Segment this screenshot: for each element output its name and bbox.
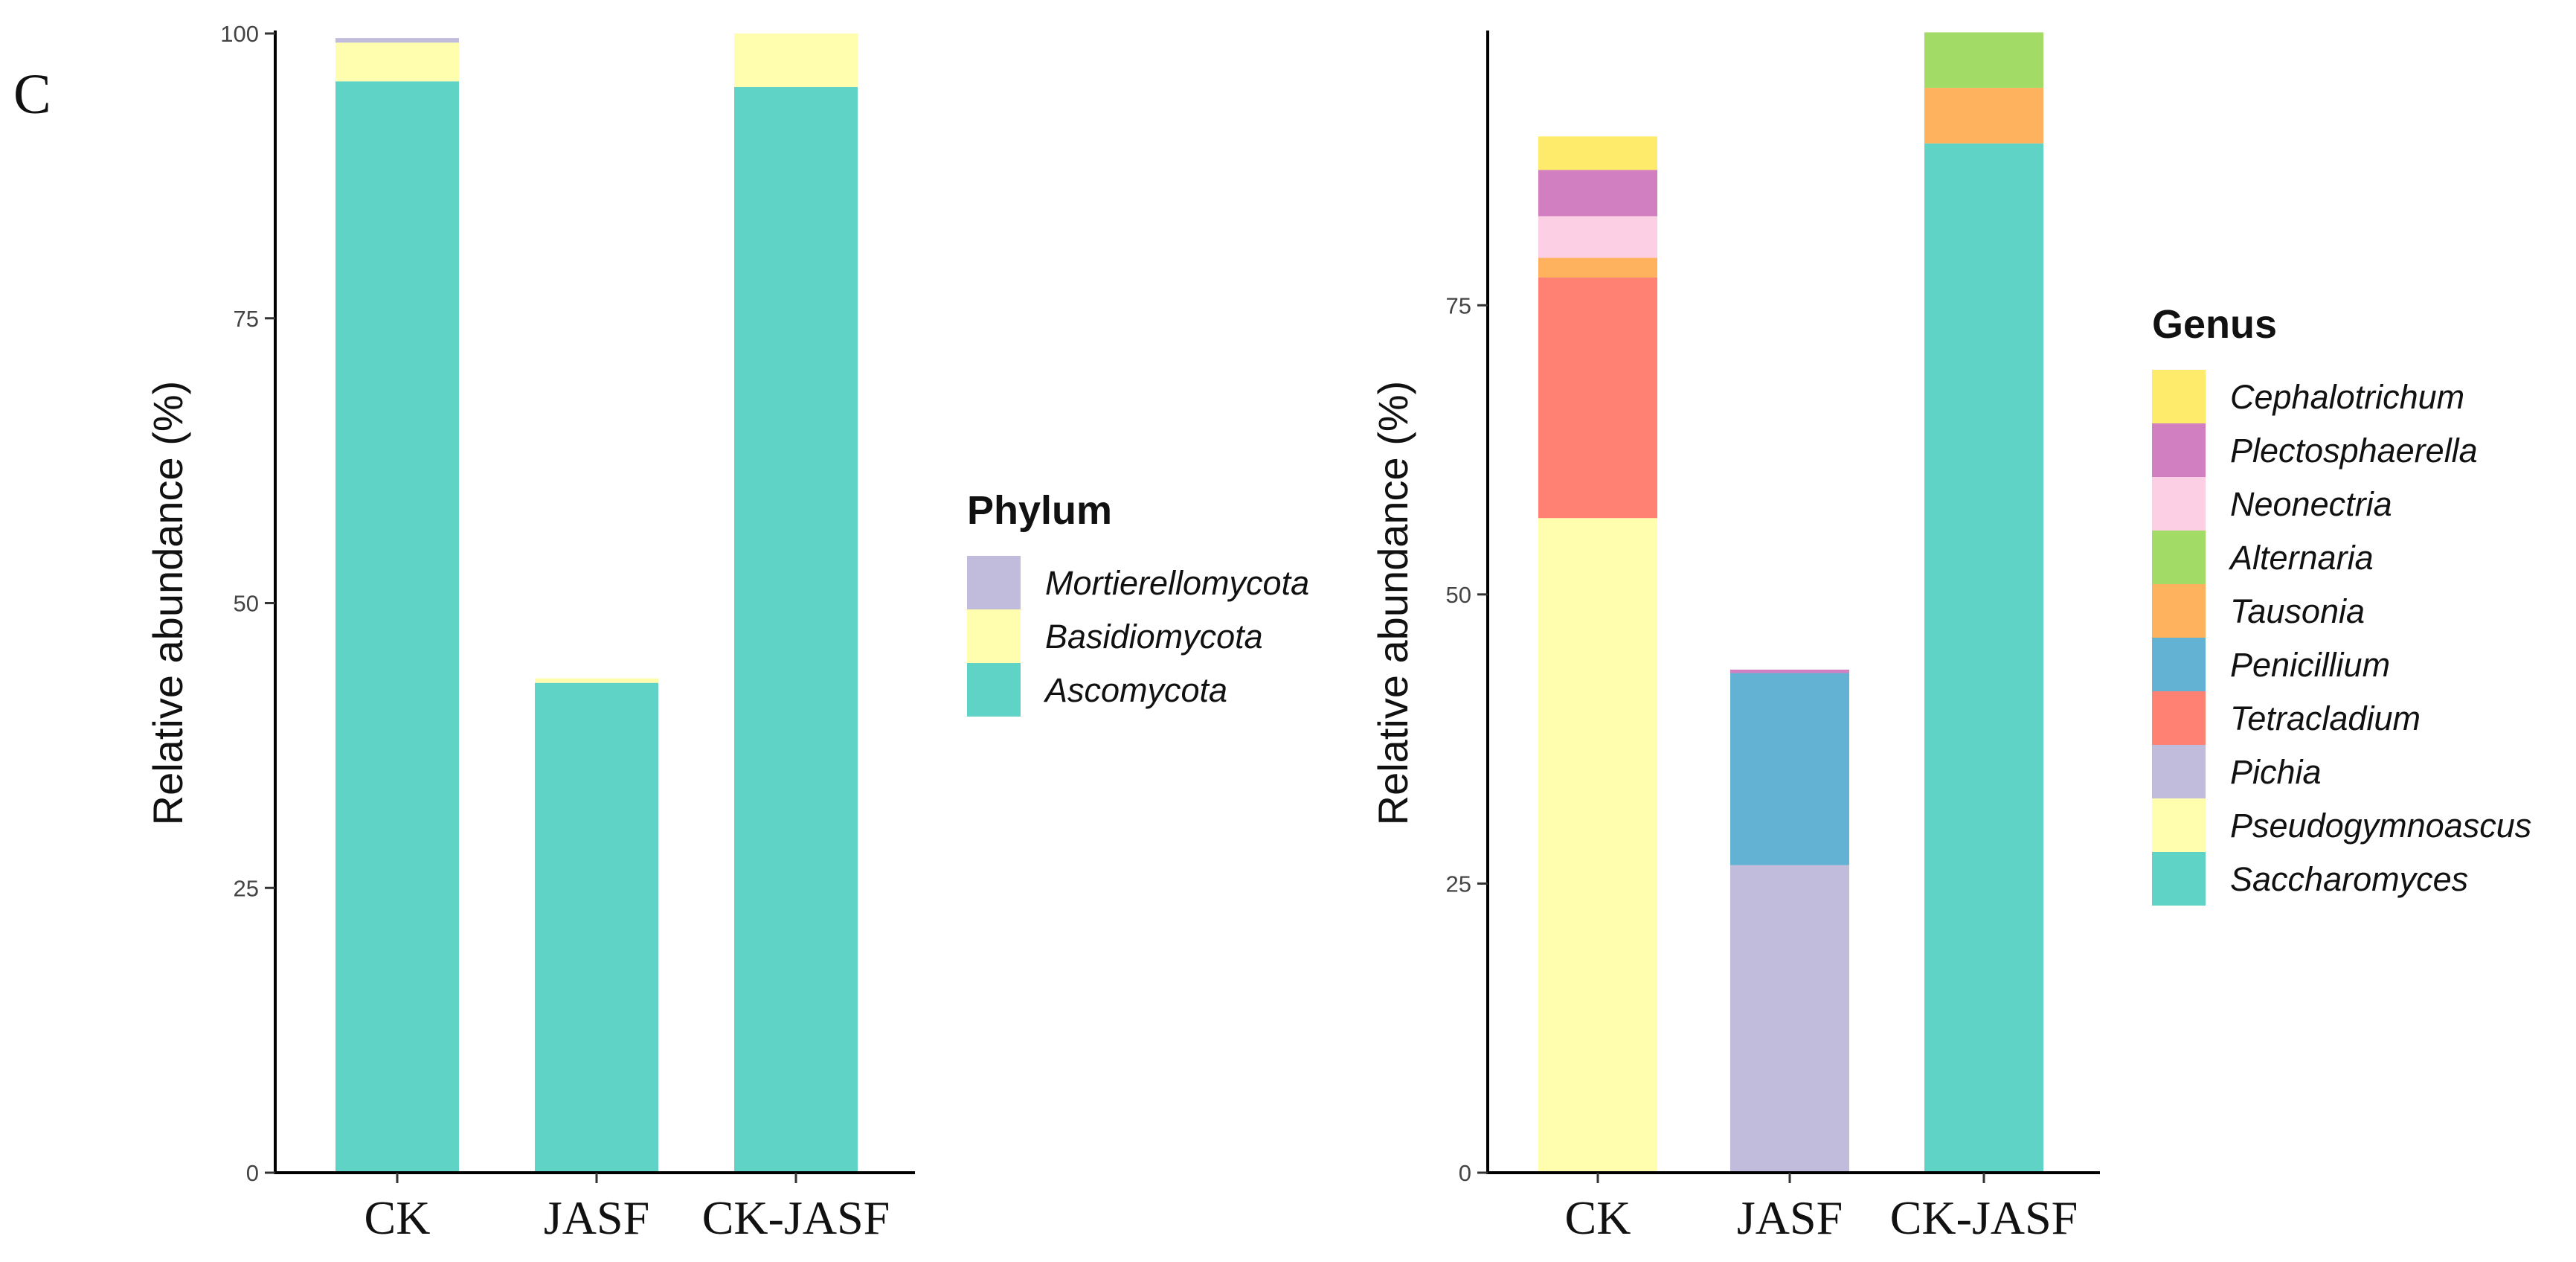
chart2-ytick-label-0: 0 — [1459, 1160, 1471, 1186]
chart2-bar-ck-jasf-tausonia — [1924, 88, 2043, 144]
chart1-bar-ck-ascomycota — [335, 81, 459, 1173]
chart2-bar-jasf-penicillium — [1730, 673, 1849, 865]
chart2-legend-swatch-tausonia — [2152, 584, 2206, 638]
chart2-bar-ck-cephalotrichum — [1538, 136, 1657, 170]
chart1-bar-jasf-basidiomycota — [535, 678, 658, 683]
chart1-legend-swatch-mortierellomycota — [967, 556, 1021, 609]
chart1-bar-ck-basidiomycota — [335, 42, 459, 82]
chart2-ytick-label-50: 50 — [1446, 582, 1471, 608]
chart2-xtick-label-ck-jasf: CK-JASF — [1890, 1191, 2078, 1244]
chart2-legend-label-penicillium: Penicillium — [2230, 646, 2390, 684]
chart1-bar-jasf-ascomycota — [535, 682, 658, 1173]
chart1-ytick-label-25: 25 — [234, 875, 259, 901]
chart1-bar-ck-mortierellomycota — [335, 38, 459, 43]
chart2-bar-jasf-pichia — [1730, 865, 1849, 1173]
chart2-bar-ck-jasf-saccharomyces — [1924, 143, 2043, 1173]
chart2-legend-label-tausonia: Tausonia — [2230, 592, 2365, 630]
chart2-bar-ck-tetracladium — [1538, 277, 1657, 519]
chart2-ytick-label-75: 75 — [1446, 292, 1471, 318]
chart2-legend-label-cephalotrichum: Cephalotrichum — [2230, 378, 2464, 416]
chart1-xtick-label-ck-jasf: CK-JASF — [702, 1191, 890, 1244]
chart1-legend-swatch-ascomycota — [967, 663, 1021, 717]
chart2-legend-label-saccharomyces: Saccharomyces — [2230, 860, 2468, 898]
chart2-legend-swatch-penicillium — [2152, 638, 2206, 691]
chart1-bar-ck-jasf-ascomycota — [734, 86, 858, 1173]
chart2-legend-swatch-pseudogymnoascus — [2152, 798, 2206, 852]
panel-label: C — [13, 63, 51, 126]
chart2-legend-swatch-alternaria — [2152, 531, 2206, 584]
chart2-legend-swatch-cephalotrichum — [2152, 370, 2206, 423]
chart1-legend-label-mortierellomycota: Mortierellomycota — [1045, 564, 1309, 602]
chart2-legend-swatch-tetracladium — [2152, 691, 2206, 745]
chart1-xtick-label-ck: CK — [364, 1191, 431, 1244]
chart2-legend-swatch-neonectria — [2152, 477, 2206, 531]
chart2-bar-ck-tausonia — [1538, 257, 1657, 278]
chart2-legend-label-neonectria: Neonectria — [2230, 485, 2392, 523]
chart2-legend-swatch-plectosphaerella — [2152, 423, 2206, 477]
chart1-ytick-label-100: 100 — [220, 21, 259, 47]
chart1-ytick-label-75: 75 — [234, 306, 259, 332]
chart2-bar-ck-plectosphaerella — [1538, 170, 1657, 217]
chart2-legend-swatch-saccharomyces — [2152, 852, 2206, 906]
chart2-legend-label-pichia: Pichia — [2230, 753, 2322, 791]
chart2-legend-label-pseudogymnoascus: Pseudogymnoascus — [2230, 807, 2531, 845]
chart1-legend-label-ascomycota: Ascomycota — [1043, 671, 1227, 709]
chart1-ytick-label-50: 50 — [234, 591, 259, 617]
chart2-legend-label-alternaria: Alternaria — [2228, 539, 2374, 577]
chart2-legend-label-plectosphaerella: Plectosphaerella — [2230, 432, 2478, 470]
chart2-bar-ck-jasf-alternaria — [1924, 32, 2043, 89]
chart1-legend-swatch-basidiomycota — [967, 609, 1021, 663]
chart2-ytick-label-25: 25 — [1446, 871, 1471, 897]
chart2-legend-swatch-pichia — [2152, 745, 2206, 798]
chart1-xtick-label-jasf: JASF — [544, 1191, 649, 1244]
chart2-bar-ck-neonectria — [1538, 216, 1657, 258]
chart2-y-axis-label: Relative abundance (%) — [1369, 381, 1416, 826]
chart2-legend-label-tetracladium: Tetracladium — [2230, 699, 2421, 737]
chart2-xtick-label-ck: CK — [1565, 1191, 1631, 1244]
chart1-legend-title: Phylum — [967, 488, 1112, 533]
chart1-ytick-label-0: 0 — [246, 1160, 259, 1186]
chart1-legend-label-basidiomycota: Basidiomycota — [1045, 618, 1263, 656]
chart2-xtick-label-jasf: JASF — [1737, 1191, 1843, 1244]
chart2-bar-ck-pseudogymnoascus — [1538, 518, 1657, 1173]
chart2-legend-title: Genus — [2152, 302, 2277, 347]
chart1-y-axis-label: Relative abundance (%) — [144, 381, 191, 826]
chart1-bar-ck-jasf-basidiomycota — [734, 33, 858, 87]
chart2-bar-jasf-plectosphaerella — [1730, 669, 1849, 673]
